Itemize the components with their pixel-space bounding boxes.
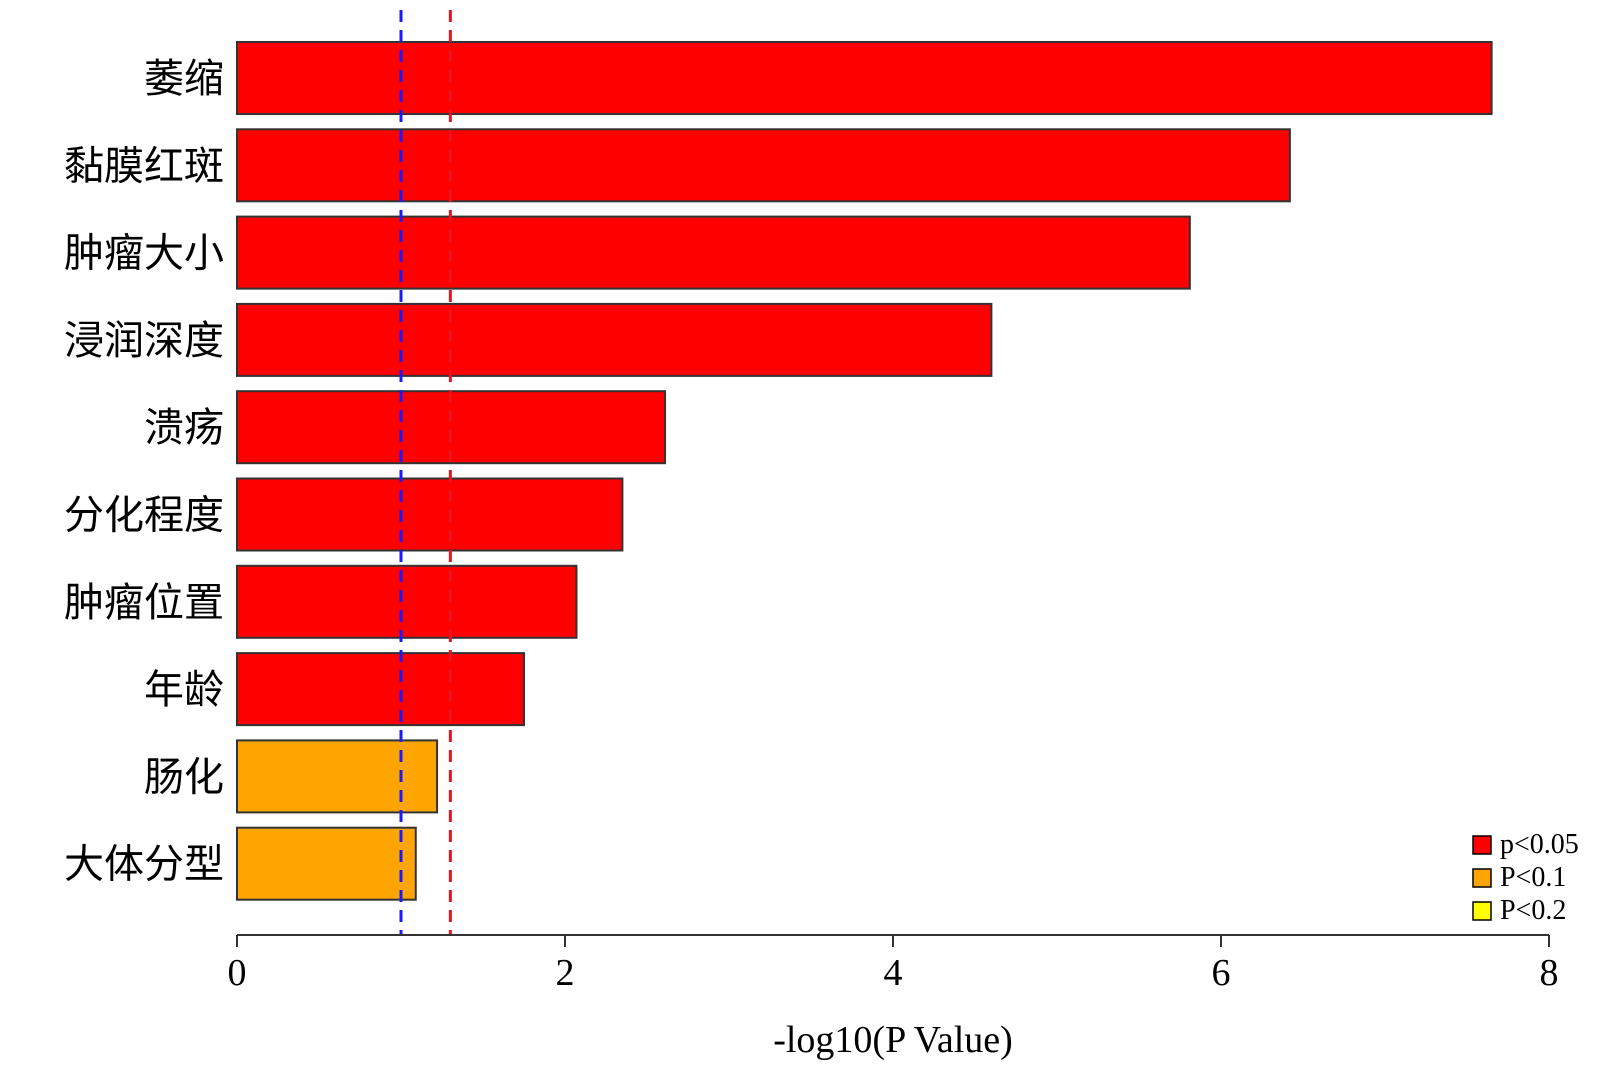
bar — [236, 302, 993, 377]
legend-label: p<0.05 — [1500, 829, 1579, 860]
x-tick-label: 4 — [884, 952, 903, 994]
category-label: 大体分型 — [64, 842, 224, 888]
legend: p<0.05P<0.1P<0.2 — [1472, 829, 1579, 926]
category-label: 浸润深度 — [64, 318, 224, 364]
category-label: 肿瘤大小 — [64, 231, 224, 277]
x-axis-title: -log10(P Value) — [773, 1019, 1013, 1061]
bar — [236, 41, 1493, 115]
legend-swatch — [1472, 835, 1492, 855]
bar — [236, 477, 624, 552]
category-label: 年龄 — [144, 667, 224, 713]
x-tick-label: 6 — [1212, 952, 1231, 994]
bar — [236, 564, 578, 639]
legend-swatch — [1472, 901, 1492, 921]
category-label: 萎缩 — [144, 56, 224, 102]
bars-layer — [236, 41, 1493, 901]
legend-swatch — [1472, 868, 1492, 888]
bar — [236, 739, 439, 814]
legend-label: P<0.2 — [1500, 895, 1566, 926]
category-label: 黏膜红斑 — [64, 143, 224, 189]
category-label: 分化程度 — [64, 493, 224, 539]
category-label: 肠化 — [144, 754, 224, 800]
x-tick-label: 0 — [228, 952, 247, 994]
category-label: 肿瘤位置 — [64, 580, 224, 626]
x-tick-label: 2 — [556, 952, 575, 994]
bar — [236, 215, 1191, 290]
x-axis: 0 2 4 6 8 — [228, 934, 1559, 994]
reference-lines — [399, 10, 452, 935]
bar — [236, 128, 1291, 203]
bar — [236, 826, 417, 901]
legend-label: P<0.1 — [1500, 862, 1566, 893]
category-label: 溃疡 — [144, 405, 224, 451]
x-tick-label: 8 — [1540, 952, 1559, 994]
bar — [236, 652, 525, 727]
